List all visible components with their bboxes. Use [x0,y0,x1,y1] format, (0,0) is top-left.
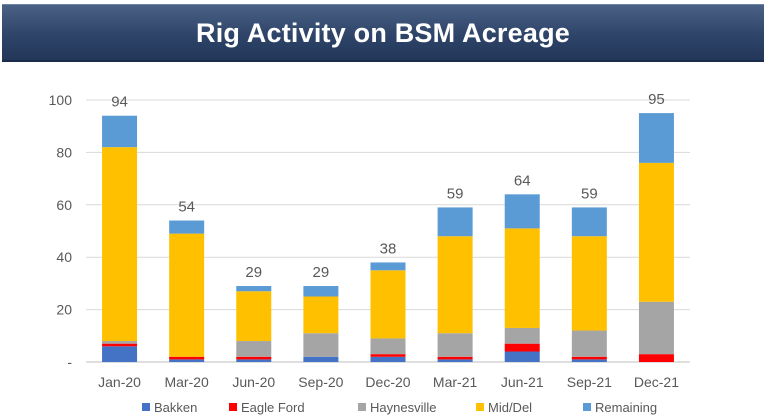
legend-swatch [358,403,366,411]
legend-swatch [476,403,484,411]
bar-total-label: 54 [178,199,195,216]
bar-total-label: 94 [111,94,128,111]
bar-segment-mid-del [102,147,138,342]
bar-segment-bakken [102,346,138,362]
bar-segment-eagle-ford [370,354,406,357]
bar-total-label: 64 [514,172,531,189]
bar-total-label: 29 [313,264,330,281]
bar-segment-eagle-ford [638,354,674,362]
y-tick-label: 60 [56,197,72,213]
bar-segment-remaining [169,220,205,234]
title-banner: Rig Activity on BSM Acreage [2,4,764,62]
bar-segment-haynesville [236,341,272,357]
bar-segment-remaining [370,262,406,271]
bar-segment-bakken [303,356,339,362]
bar-segment-bakken [169,359,205,362]
x-tick-label: Sep-21 [567,374,612,390]
x-tick-label: Jun-20 [232,374,275,390]
legend-swatch [142,403,150,411]
x-tick-label: Mar-21 [433,374,478,390]
bar-segment-eagle-ford [102,343,138,347]
bar-total-label: 59 [447,185,464,202]
bar-segment-remaining [638,113,674,163]
legend-label: Mid/Del [488,400,532,415]
bar-segment-eagle-ford [571,356,607,360]
bar-segment-remaining [571,207,607,237]
x-tick-label: Dec-20 [365,374,410,390]
bar-segment-mid-del [504,228,540,328]
x-tick-label: Dec-21 [634,374,679,390]
bar-segment-mid-del [437,236,473,334]
bar-segment-haynesville [102,341,138,344]
y-tick-label: 40 [56,249,72,265]
bar-segment-remaining [504,194,540,229]
bar-segment-mid-del [236,291,272,342]
bar-segment-haynesville [638,301,674,355]
bar-segment-bakken [571,359,607,362]
bar-segment-remaining [102,115,138,148]
legend-swatch [583,403,591,411]
bar-segment-bakken [504,351,540,362]
bar-segment-haynesville [437,333,473,357]
bars [102,113,674,362]
legend-label: Eagle Ford [241,400,305,415]
labels: - 20 40 60 80 100 94 Jan-20 54 Mar-20 29 Jun-20 29 Se… [49,91,680,390]
bar-segment-haynesville [571,330,607,357]
bar-total-label: 95 [648,91,665,108]
bar-segment-bakken [236,359,272,362]
legend: Bakken Eagle Ford Haynesville Mid/Del Remain… [142,400,657,415]
bar-segment-bakken [370,356,406,362]
bar-segment-eagle-ford [504,343,540,352]
bar-total-label: 29 [245,264,262,281]
y-tick-label: 100 [49,92,73,108]
bar-segment-eagle-ford [236,356,272,360]
bar-segment-remaining [236,286,272,292]
bar-segment-mid-del [571,236,607,331]
bar-segment-mid-del [303,296,339,334]
bar-segment-remaining [437,207,473,237]
legend-label: Bakken [154,400,197,415]
x-tick-label: Sep-20 [298,374,343,390]
x-tick-label: Mar-20 [164,374,209,390]
bar-segment-mid-del [370,270,406,339]
bar-segment-remaining [303,286,339,297]
bar-segment-eagle-ford [437,356,473,360]
legend-label: Haynesville [370,400,436,415]
bar-segment-haynesville [504,327,540,344]
x-tick-label: Jan-20 [98,374,141,390]
chart-title: Rig Activity on BSM Acreage [196,18,570,48]
bar-segment-mid-del [169,233,205,357]
bar-segment-mid-del [638,162,674,302]
legend-label: Remaining [595,400,657,415]
x-tick-label: Jun-21 [501,374,544,390]
bar-segment-eagle-ford [169,356,205,360]
bar-segment-bakken [437,359,473,362]
legend-swatch [229,403,237,411]
bar-segment-haynesville [303,333,339,357]
y-tick-label: 20 [56,302,72,318]
y-tick-label: - [67,354,72,370]
bar-total-label: 59 [581,185,598,202]
bar-segment-haynesville [370,338,406,355]
y-tick-label: 80 [56,144,72,160]
bar-total-label: 38 [380,240,397,257]
